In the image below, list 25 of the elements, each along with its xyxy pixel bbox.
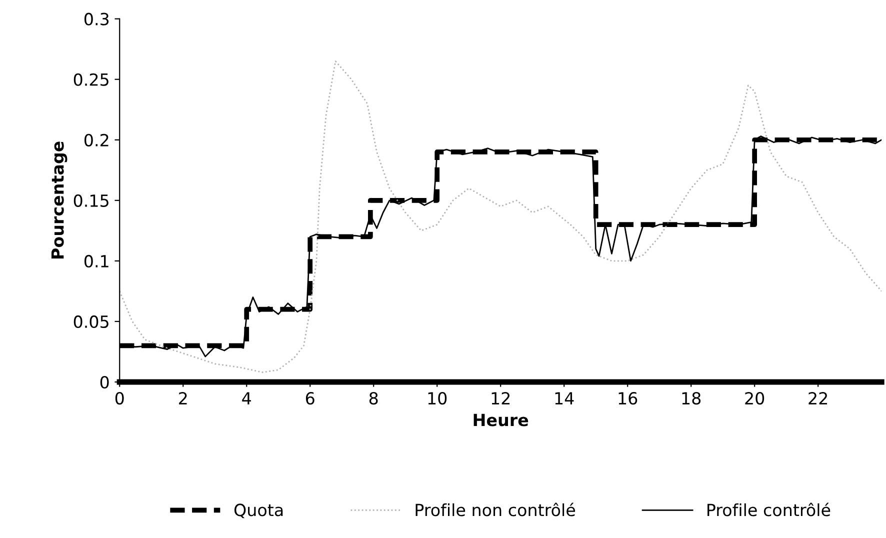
x-tick-label: 12 bbox=[492, 392, 510, 404]
x-tick-label: 0 bbox=[115, 392, 124, 405]
y-tick-label: 0.1 bbox=[84, 254, 108, 268]
x-tick-label: 16 bbox=[618, 392, 638, 405]
y-tick-label: 0.3 bbox=[84, 12, 109, 26]
y-tick-label: 0.05 bbox=[74, 315, 108, 328]
legend-label: Quota bbox=[234, 504, 283, 518]
x-tick-label: 2 bbox=[179, 392, 187, 404]
x-tick-label: 4 bbox=[242, 392, 251, 404]
x-tick-label: 22 bbox=[808, 392, 828, 404]
x-tick-label: 14 bbox=[555, 392, 574, 404]
x-tick-label: 18 bbox=[682, 392, 701, 405]
y-tick-label: 0.2 bbox=[84, 134, 108, 146]
x-tick-label: 6 bbox=[306, 392, 314, 405]
line-series bbox=[120, 60, 882, 373]
x-tick-label: 10 bbox=[428, 392, 447, 405]
y-axis-title: Pourcentage bbox=[51, 142, 68, 258]
y-tick-label: 0.25 bbox=[74, 73, 108, 86]
legend-label: Profile contrôlé bbox=[708, 502, 830, 516]
x-axis-title: Heure bbox=[474, 414, 528, 426]
x-tick-label: 20 bbox=[745, 392, 764, 405]
x-tick-label: 8 bbox=[369, 392, 378, 405]
y-tick-label: 0.15 bbox=[74, 194, 108, 207]
y-tick-label: 0 bbox=[100, 376, 109, 389]
legend-label: Profile non contrôlé bbox=[416, 502, 575, 516]
